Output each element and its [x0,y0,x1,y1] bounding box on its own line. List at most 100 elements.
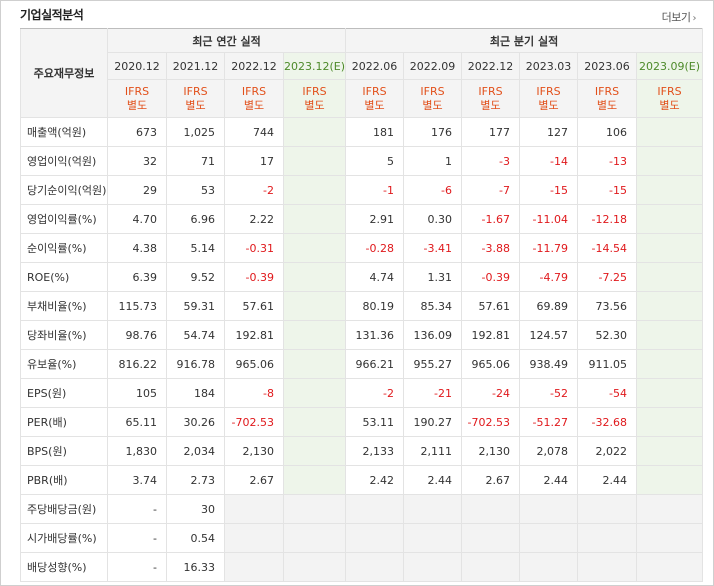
table-cell: 57.61 [224,291,284,321]
table-row: 영업이익(억원) 32 71 17 5 1 -3 -14 -13 [20,146,704,176]
table-cell: 2.44 [403,465,463,495]
table-cell: 4.74 [345,262,405,292]
ifrs-sub-label: 별도 [659,98,680,112]
row-label: 매출액(억원) [20,117,108,147]
table-cell [282,233,347,263]
table-cell: 1 [403,146,463,176]
ifrs-basis-label: IFRS 별도 [636,79,704,118]
more-link[interactable]: 더보기 › [662,9,697,25]
table-cell: 1,025 [166,117,225,147]
table-row: 주당배당금(원) -30 [20,494,704,524]
table-cell: -8 [224,378,284,408]
table-cell: -2 [345,378,405,408]
quarter-group-header: 최근 분기 실적 [345,28,704,53]
ifrs-label: IFRS [478,84,503,98]
table-cell: 744 [224,117,284,147]
table-cell: -14 [519,146,579,176]
table-cell: 2.44 [519,465,579,495]
table-cell [224,552,284,582]
table-cell: -1.67 [461,204,521,234]
table-cell: -3 [461,146,521,176]
table-cell: 2.91 [345,204,405,234]
table-cell [403,494,463,524]
table-cell: -11.79 [519,233,579,263]
table-cell: 106 [577,117,638,147]
table-row: 영업이익률(%) 4.70 6.96 2.22 2.91 0.30 -1.67 -11.04-… [20,204,704,234]
table-cell [636,204,704,234]
table-cell: 85.34 [403,291,463,321]
table-cell: 2.67 [224,465,284,495]
table-cell [461,523,521,553]
table-cell: 57.61 [461,291,521,321]
table-cell: 73.56 [577,291,638,321]
table-cell: 2,130 [461,436,521,466]
table-cell: -7 [461,175,521,205]
table-cell: 190.27 [403,407,463,437]
table-cell: 177 [461,117,521,147]
table-cell: -1 [345,175,405,205]
ifrs-sub-label: 별도 [185,98,206,112]
row-label: 당기순이익(억원) [20,175,108,205]
table-cell [577,552,638,582]
ifrs-sub-label: 별도 [126,98,148,112]
table-cell: -7.25 [577,262,638,292]
table-cell: 30 [166,494,225,524]
table-cell: 916.78 [166,349,225,379]
table-cell [345,552,405,582]
ifrs-sub-label: 별도 [243,98,265,112]
table-cell [282,465,347,495]
table-cell: 52.30 [577,320,638,350]
table-cell: -14.54 [577,233,638,263]
table-cell [282,320,347,350]
table-cell: 965.06 [461,349,521,379]
table-cell [282,407,347,437]
table-cell: -24 [461,378,521,408]
row-label: 영업이익(억원) [20,146,108,176]
table-cell: 673 [107,117,167,147]
ifrs-basis-label: IFRS 별도 [282,79,347,118]
table-cell [282,291,347,321]
table-cell [636,320,704,350]
table-cell: 181 [345,117,405,147]
period-header: 2022.06 [345,52,405,80]
period-header: 2023.03 [519,52,579,80]
row-label: 시가배당률(%) [20,523,108,553]
table-cell: 124.57 [519,320,579,350]
table-cell: 966.21 [345,349,405,379]
row-label: BPS(원) [20,436,108,466]
table-cell: 0.30 [403,204,463,234]
row-label: ROE(%) [20,262,108,292]
label-column-header: 주요재무정보 [20,28,108,118]
ifrs-sub-label: 별도 [596,98,618,112]
table-cell: -12.18 [577,204,638,234]
period-header: 2022.12 [224,52,284,80]
table-cell: - [107,494,167,524]
table-cell [519,523,579,553]
section-title: 기업실적분석 [20,8,84,22]
row-label: PER(배) [20,407,108,437]
table-cell [636,552,704,582]
row-label: 영업이익률(%) [20,204,108,234]
table-cell: 2,133 [345,436,405,466]
row-label: EPS(원) [20,378,108,408]
table-cell [282,175,347,205]
ifrs-label: IFRS [594,84,620,98]
table-cell: 127 [519,117,579,147]
table-cell [636,465,704,495]
table-cell: 5.14 [166,233,225,263]
table-cell: 965.06 [224,349,284,379]
period-header: 2023.09(E) [636,52,704,80]
table-row: 당기순이익(억원) 29 53 -2 -1 -6 -7 -15 -15 [20,175,704,205]
table-cell [636,494,704,524]
table-cell: 2.42 [345,465,405,495]
table-cell [636,436,704,466]
table-cell: -32.68 [577,407,638,437]
chevron-right-icon: › [692,13,697,24]
table-cell: 53 [166,175,225,205]
table-cell: 30.26 [166,407,225,437]
table-cell [577,494,638,524]
table-cell: 9.52 [166,262,225,292]
table-cell: 911.05 [577,349,638,379]
table-cell: 938.49 [519,349,579,379]
table-cell [636,233,704,263]
